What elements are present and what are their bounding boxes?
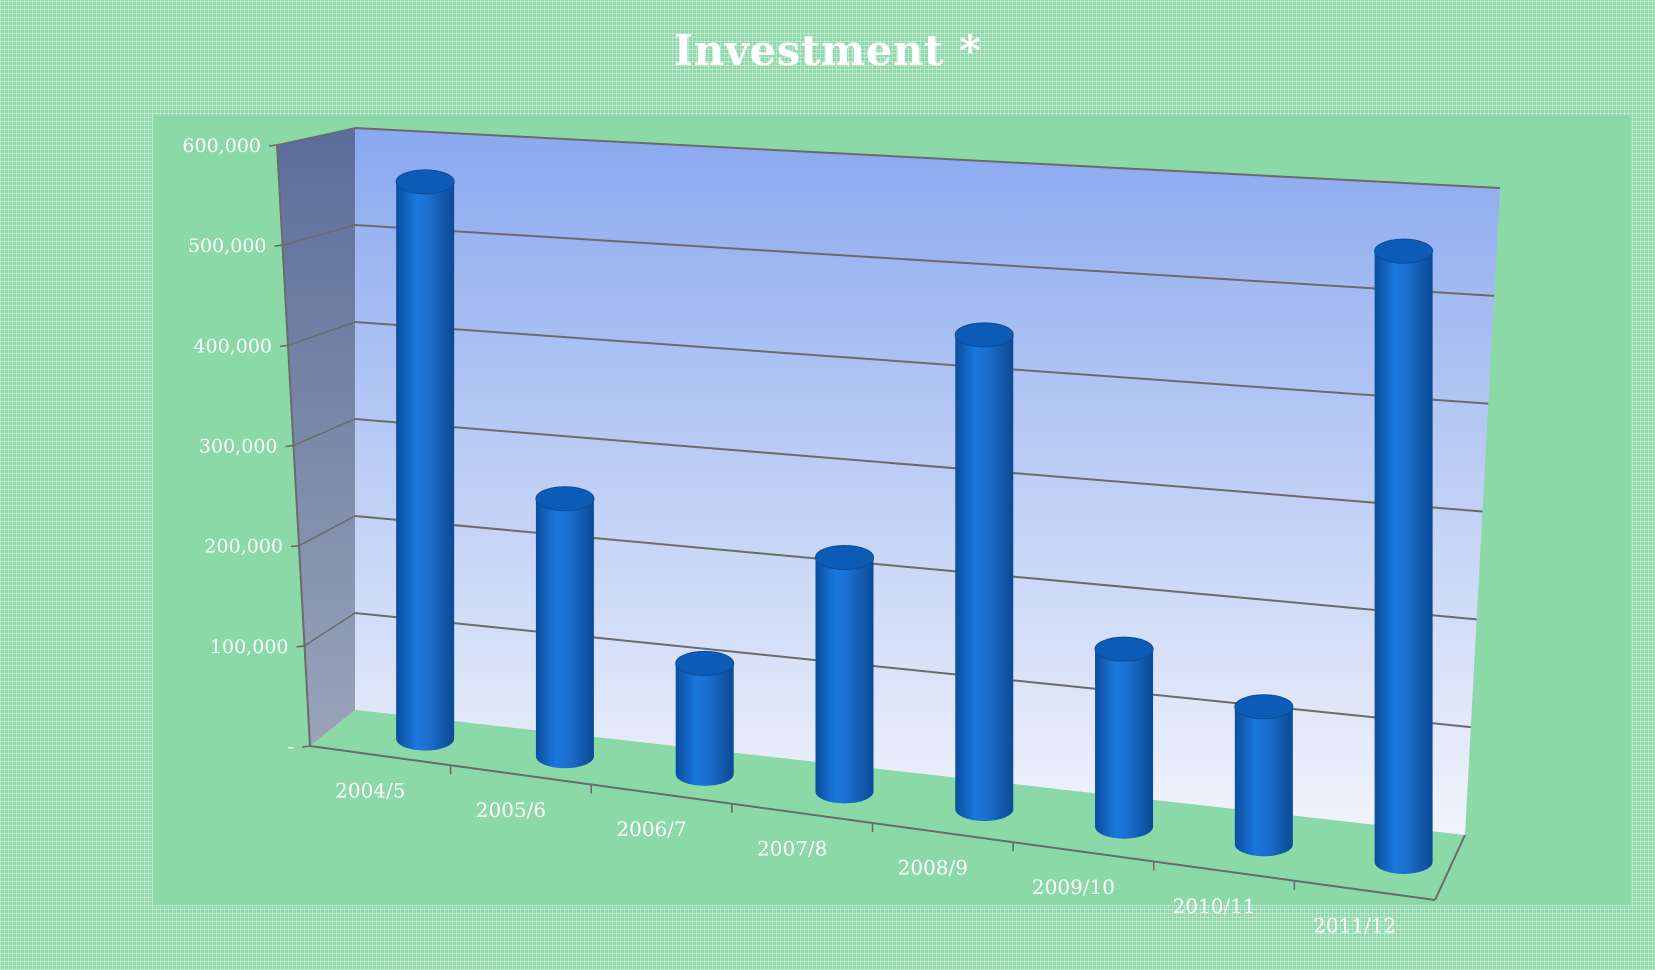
- bar-body: [675, 663, 734, 786]
- y-tick-mark: [274, 244, 283, 247]
- y-tick-label: 100,000: [210, 636, 289, 658]
- side-gridline: [287, 321, 356, 347]
- bar: [535, 486, 595, 769]
- bar-top: [1094, 636, 1154, 662]
- y-tick-label: 500,000: [188, 235, 267, 257]
- y-tick-label: -: [288, 736, 294, 758]
- x-tick-label: 2010/11: [1173, 894, 1256, 918]
- bar-body: [535, 498, 594, 769]
- x-tick-label: 2007/8: [757, 836, 827, 860]
- bar-body: [815, 557, 874, 804]
- side-wall: [277, 128, 355, 746]
- bar-top: [675, 650, 735, 676]
- y-tick-mark: [296, 645, 305, 648]
- gridline: [354, 321, 1489, 405]
- y-axis-ticks: - 100,000 200,000 300,000 400,000 500,000 600,…: [182, 135, 311, 758]
- x-tick-label: 2004/5: [335, 779, 405, 803]
- gridline: [354, 127, 1501, 189]
- side-gridline: [276, 127, 356, 146]
- y-tick-label: 200,000: [204, 536, 283, 558]
- y-tick-mark: [285, 444, 294, 448]
- bar-top: [1234, 694, 1294, 720]
- bar: [1094, 636, 1154, 839]
- x-tick-label: 2011/12: [1313, 913, 1396, 937]
- bar: [954, 322, 1014, 822]
- floor-right-edge: [1434, 834, 1466, 901]
- x-tick-label: 2006/7: [616, 817, 686, 841]
- chart-walls: [277, 128, 1500, 900]
- x-tick-label: 2009/10: [1032, 875, 1115, 899]
- bar-body: [396, 181, 455, 751]
- bar-body: [955, 334, 1014, 822]
- y-tick-mark: [290, 544, 300, 548]
- side-gridline: [298, 515, 356, 547]
- bar: [1374, 238, 1434, 874]
- bars: [395, 169, 1434, 874]
- gridline: [354, 418, 1483, 513]
- bar-top: [814, 544, 874, 570]
- bar-top: [1374, 238, 1434, 264]
- side-gridline: [282, 224, 356, 246]
- back-wall: [355, 128, 1500, 835]
- y-tick-label: 300,000: [199, 436, 278, 458]
- side-gridline: [293, 418, 356, 447]
- bar-body: [1095, 649, 1154, 839]
- y-tick-label: 600,000: [182, 135, 261, 157]
- bar-top: [535, 486, 595, 512]
- x-tick-label: 2005/6: [476, 798, 546, 822]
- y-tick-mark: [268, 144, 278, 147]
- side-gridline: [304, 612, 356, 647]
- y-tick-mark: [279, 344, 289, 348]
- bar-top: [395, 169, 455, 195]
- bar-top: [954, 322, 1014, 348]
- floor: [310, 710, 1465, 900]
- chart-title: Investment *: [673, 26, 982, 75]
- y-tick-mark: [301, 745, 311, 748]
- y-tick-label: 400,000: [193, 335, 272, 357]
- bar: [1234, 694, 1294, 857]
- gridline: [354, 224, 1495, 297]
- bar: [395, 169, 455, 751]
- bar-body: [1234, 706, 1293, 857]
- bar: [814, 544, 874, 804]
- bar-body: [1374, 251, 1433, 874]
- bar: [675, 650, 735, 786]
- x-tick-label: 2008/9: [898, 856, 968, 880]
- x-axis-ticks: 2004/5 2005/6 2006/7 2007/8 2008/9 2009/10 201…: [335, 765, 1396, 937]
